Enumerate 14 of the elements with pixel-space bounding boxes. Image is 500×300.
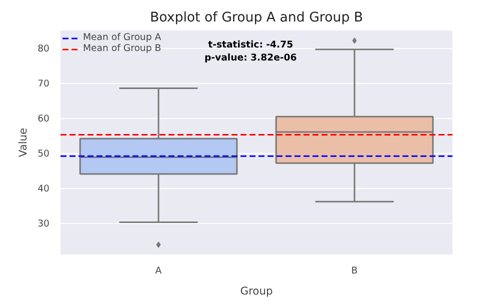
x-axis-title: Group: [240, 284, 273, 298]
chart-title: Boxplot of Group A and Group B: [150, 10, 364, 26]
x-tick-label: A: [155, 266, 162, 276]
y-tick-label: 60: [38, 114, 50, 124]
y-tick-label: 30: [38, 218, 50, 230]
annotation: t-statistic: -4.75 p-value: 3.82e-06: [204, 39, 297, 64]
y-tick-label: 50: [38, 148, 50, 160]
y-tick-label: 80: [38, 44, 50, 54]
x-tick-label: B: [351, 266, 358, 276]
y-axis-title: Value: [16, 128, 30, 158]
y-tick-label: 70: [38, 78, 50, 90]
y-tick-label: 40: [38, 184, 50, 194]
legend-label: Mean of Group B: [83, 43, 162, 54]
legend-label: Mean of Group A: [83, 32, 162, 43]
